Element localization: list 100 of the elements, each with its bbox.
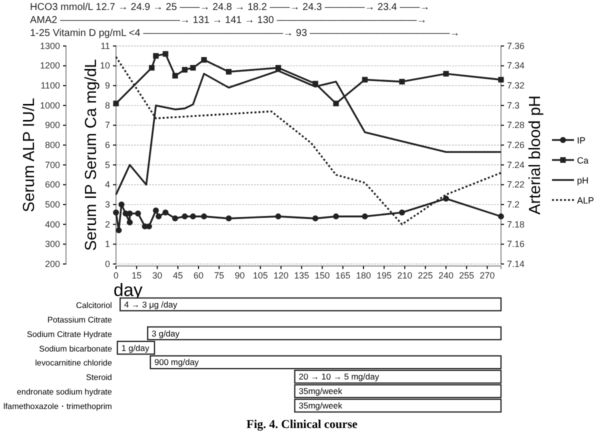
point bbox=[126, 219, 133, 226]
y3-tick-label: 700 bbox=[44, 160, 60, 170]
y-tick-label: 5 bbox=[104, 160, 110, 170]
y3-tick-label: 200 bbox=[44, 258, 60, 269]
y3-tick-label: 1100 bbox=[40, 80, 60, 91]
point bbox=[162, 51, 168, 57]
y-tick-label: 7 bbox=[104, 120, 110, 130]
legend-label: IP bbox=[577, 136, 586, 146]
annotation: 20 → 10 → 5 mg/day bbox=[298, 372, 380, 382]
point bbox=[113, 100, 119, 106]
y-tick-label: 10 bbox=[100, 60, 110, 71]
y2-tick-label: 7.32 bbox=[507, 80, 525, 91]
point bbox=[226, 68, 232, 75]
y3-tick-label: 600 bbox=[44, 180, 60, 190]
y2-tick-label: 7.3 bbox=[507, 100, 520, 110]
y3-tick-label: 1200 bbox=[40, 60, 60, 71]
y-tick-label: 4 bbox=[104, 180, 110, 190]
text: 1-25 Vitamin D pg/mL <4 ——————————————→ 93 ——————————————→ bbox=[30, 28, 460, 39]
point bbox=[153, 53, 159, 59]
annotation: 35mg/week bbox=[298, 400, 343, 411]
y3-tick-label: 900 bbox=[44, 120, 60, 130]
legend-label: Ca bbox=[577, 156, 589, 166]
point bbox=[118, 202, 124, 208]
point bbox=[182, 213, 188, 220]
y2-tick-label: 7.16 bbox=[507, 239, 525, 250]
point bbox=[156, 213, 162, 220]
y-tick-label: 3 bbox=[104, 199, 110, 210]
annotation: 4 → 3 μg /day bbox=[124, 299, 178, 310]
point bbox=[148, 65, 155, 71]
y2-tick-label: 7.14 bbox=[507, 258, 525, 269]
x-tick-label: 120 bbox=[273, 270, 289, 280]
y2-tick-label: 7.24 bbox=[507, 160, 525, 170]
y2-axis-title: Arterial blood pH bbox=[527, 95, 544, 215]
point bbox=[201, 213, 207, 220]
y2-tick-label: 7.22 bbox=[507, 180, 525, 190]
x-tick-label: 15 bbox=[132, 270, 142, 280]
point bbox=[362, 213, 368, 220]
y-tick-label: Sodium Citrate Hydrate bbox=[26, 330, 112, 339]
y2-tick-label: 7.26 bbox=[507, 140, 525, 150]
x-tick-label: 135 bbox=[294, 270, 310, 280]
point bbox=[312, 215, 318, 222]
legend-label: ALP bbox=[577, 196, 594, 206]
x-tick-label: 255 bbox=[459, 270, 474, 280]
y-tick-label: Steroid bbox=[86, 373, 112, 382]
y-tick-label: 1 bbox=[104, 239, 110, 250]
x-tick-label: 180 bbox=[356, 270, 372, 280]
point bbox=[172, 72, 178, 79]
point bbox=[498, 76, 504, 82]
y2-tick-label: 7.18 bbox=[507, 219, 525, 230]
annotation: 3 g/day bbox=[152, 328, 180, 338]
x-tick-label: 150 bbox=[314, 270, 330, 280]
point bbox=[190, 213, 196, 220]
y-tick-label: 0 bbox=[104, 258, 110, 269]
annotation: 900 mg/day bbox=[154, 357, 200, 368]
y3-tick-label: 800 bbox=[44, 140, 60, 150]
point bbox=[333, 213, 339, 220]
text: HCO3 mmol/L 12.7 → 24.9 → 25 ——→ 24.8 → 18.2 ——→ 24.3 ————→ 23.4 ——→ bbox=[30, 2, 430, 13]
x-tick-label: 270 bbox=[480, 270, 495, 280]
point bbox=[275, 65, 282, 71]
point bbox=[275, 213, 282, 220]
y-tick-label: 2 bbox=[104, 219, 110, 230]
point bbox=[116, 227, 122, 234]
x-tick-label: 210 bbox=[397, 270, 412, 280]
point bbox=[190, 65, 196, 71]
y-tick-label: 6 bbox=[104, 140, 110, 150]
point bbox=[399, 209, 405, 216]
point bbox=[152, 207, 159, 214]
y-tick-label: 8 bbox=[104, 100, 110, 110]
x-tick-label: 75 bbox=[214, 270, 224, 280]
x-tick-label: 225 bbox=[418, 270, 433, 280]
x-tick-label: 240 bbox=[438, 270, 454, 280]
point bbox=[113, 209, 119, 216]
point bbox=[333, 100, 339, 106]
point bbox=[226, 215, 232, 222]
annotation: 35mg/week bbox=[298, 386, 343, 396]
y-tick-label: 11 bbox=[100, 40, 110, 51]
annotation: 1 g/day bbox=[121, 342, 150, 353]
y-tick-label: endronate sodium hydrate bbox=[16, 388, 112, 397]
y3-axis-title: Serum ALP IU/L bbox=[21, 98, 38, 212]
x-tick-label: 30 bbox=[152, 270, 162, 280]
y-tick-label: Calcitoriol bbox=[76, 300, 112, 310]
y3-tick-label: 500 bbox=[44, 199, 60, 210]
x-tick-label: 90 bbox=[234, 270, 245, 280]
point bbox=[443, 70, 449, 77]
text: AMA2 ————————————→ 131 → 141 → 130 ——————————————→ bbox=[30, 15, 427, 26]
point bbox=[443, 196, 449, 202]
x-axis-title: day bbox=[113, 280, 143, 300]
y3-tick-label: 400 bbox=[44, 219, 60, 230]
x-tick-label: 165 bbox=[335, 270, 350, 280]
point bbox=[135, 210, 141, 216]
y3-tick-label: 1000 bbox=[40, 100, 60, 110]
y-tick-label: 9 bbox=[104, 80, 110, 91]
point bbox=[498, 213, 504, 220]
y2-tick-label: 7.2 bbox=[507, 199, 520, 210]
x-tick-label: 105 bbox=[252, 270, 268, 280]
y2-tick-label: 7.28 bbox=[507, 120, 525, 130]
legend-label: pH bbox=[577, 176, 589, 186]
x-tick-label: 60 bbox=[193, 270, 204, 280]
y-axis-title: Serum IP Serum Ca mg/dL bbox=[83, 59, 100, 251]
y2-tick-label: 7.36 bbox=[507, 40, 525, 51]
